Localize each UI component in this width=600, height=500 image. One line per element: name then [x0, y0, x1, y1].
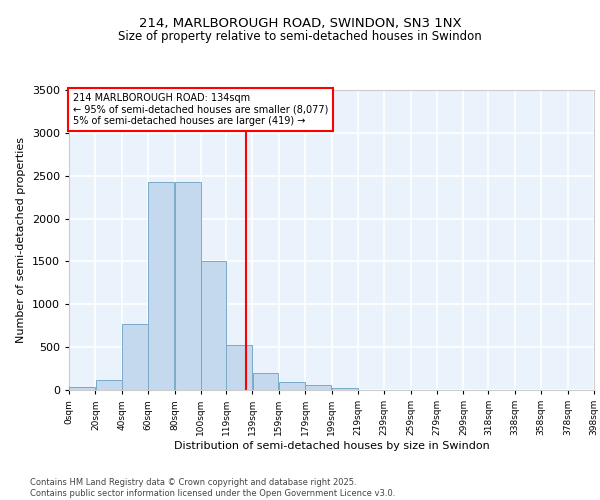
Text: 214, MARLBOROUGH ROAD, SWINDON, SN3 1NX: 214, MARLBOROUGH ROAD, SWINDON, SN3 1NX: [139, 18, 461, 30]
X-axis label: Distribution of semi-detached houses by size in Swindon: Distribution of semi-detached houses by …: [173, 441, 490, 451]
Y-axis label: Number of semi-detached properties: Number of semi-detached properties: [16, 137, 26, 343]
Bar: [201, 260, 226, 390]
Text: Size of property relative to semi-detached houses in Swindon: Size of property relative to semi-detach…: [118, 30, 482, 43]
Bar: [253, 373, 278, 390]
Bar: [148, 182, 174, 390]
Bar: [122, 324, 148, 390]
Bar: [279, 382, 305, 390]
Bar: [95, 380, 121, 390]
Bar: [332, 388, 358, 390]
Text: 214 MARLBOROUGH ROAD: 134sqm
← 95% of semi-detached houses are smaller (8,077)
5: 214 MARLBOROUGH ROAD: 134sqm ← 95% of se…: [73, 92, 328, 126]
Bar: [175, 182, 200, 390]
Bar: [226, 344, 252, 390]
Bar: [69, 388, 95, 390]
Bar: [305, 385, 331, 390]
Text: Contains HM Land Registry data © Crown copyright and database right 2025.
Contai: Contains HM Land Registry data © Crown c…: [30, 478, 395, 498]
